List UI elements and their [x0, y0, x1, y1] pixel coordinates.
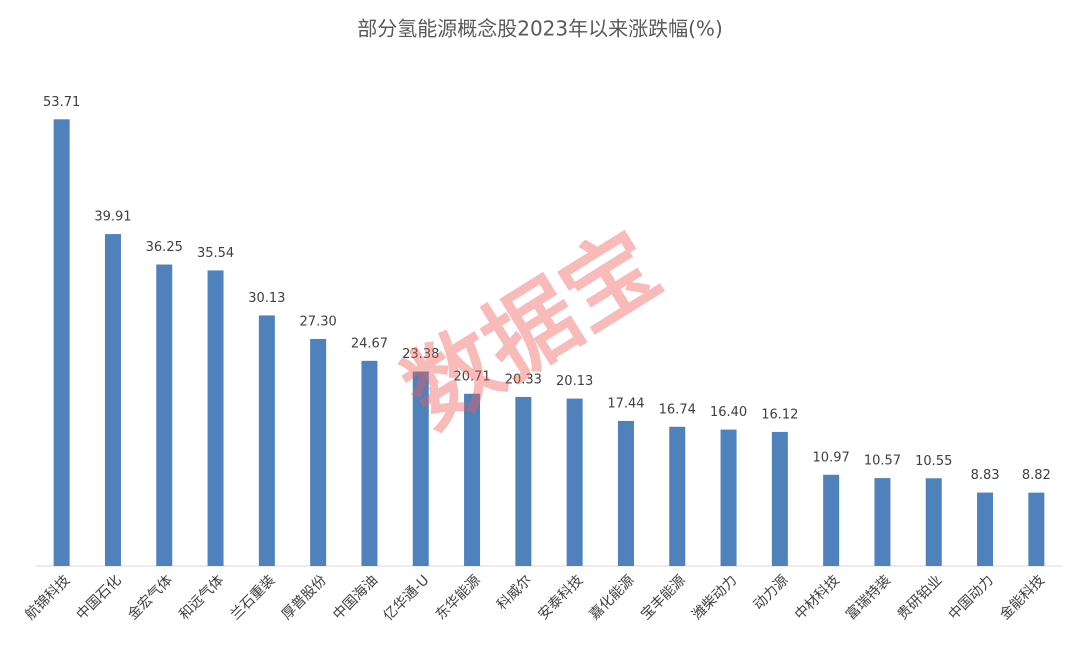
value-label: 36.25 [146, 240, 183, 255]
x-tick-label: 动力源 [750, 572, 791, 613]
bar [1028, 492, 1045, 566]
x-tick-label: 中国石化 [74, 572, 125, 623]
x-tick-label: 金能科技 [997, 572, 1048, 623]
bar [310, 338, 327, 566]
bar [104, 234, 121, 566]
value-label: 20.71 [453, 369, 490, 384]
x-tick-label: 宝丰能源 [638, 572, 689, 623]
value-label: 35.54 [197, 246, 234, 261]
value-label: 10.55 [915, 454, 952, 469]
bar [464, 393, 481, 566]
value-label: 24.67 [351, 336, 388, 351]
chart-title: 部分氢能源概念股2023年以来涨跌幅(%) [357, 17, 723, 41]
bar [53, 119, 70, 567]
x-tick-label: 兰石重装 [228, 572, 279, 623]
bar [515, 396, 532, 566]
x-tick-label: 厚普股份 [279, 572, 330, 623]
bar [874, 478, 891, 566]
x-tick-label: 中材科技 [792, 572, 843, 623]
value-label: 16.40 [710, 405, 747, 420]
value-label: 16.12 [761, 407, 798, 422]
value-label: 20.13 [556, 374, 593, 389]
bar [361, 360, 378, 566]
x-tick-label: 亿华通-U [381, 572, 433, 624]
bar [823, 474, 840, 566]
value-label: 23.38 [402, 347, 439, 362]
x-tick-label: 安泰科技 [535, 572, 586, 623]
bar [412, 371, 429, 566]
value-label: 27.30 [300, 314, 337, 329]
value-label: 30.13 [248, 291, 285, 306]
x-tick-label: 中国海油 [330, 572, 381, 623]
x-tick-label: 东华能源 [433, 572, 484, 623]
x-tick-label: 潍柴动力 [689, 572, 740, 623]
bar [617, 420, 634, 566]
bar [566, 398, 583, 566]
x-tick-label: 贵研铂业 [894, 572, 945, 623]
value-label: 53.71 [43, 95, 80, 110]
value-label: 8.82 [1022, 468, 1051, 483]
value-label: 17.44 [607, 396, 644, 411]
bar [156, 264, 173, 566]
bar [207, 270, 224, 566]
value-label: 20.33 [505, 372, 542, 387]
x-tick-label: 嘉化能源 [587, 572, 638, 623]
bar [977, 492, 994, 566]
bar [771, 431, 788, 566]
bar [258, 315, 275, 566]
x-tick-label: 金宏气体 [125, 572, 176, 623]
value-label: 16.74 [659, 402, 696, 417]
value-label: 10.97 [813, 450, 850, 465]
x-tick-label: 科威尔 [494, 572, 535, 613]
bar [669, 426, 686, 566]
x-tick-label: 航锦科技 [22, 572, 74, 624]
x-tick-label: 富瑞特装 [842, 572, 894, 624]
watermark: 数据宝 [386, 211, 677, 448]
value-label: 8.83 [971, 468, 1000, 483]
value-label: 10.57 [864, 454, 901, 469]
bar [720, 429, 737, 566]
x-tick-label: 中国动力 [946, 572, 997, 623]
bar [925, 478, 942, 566]
x-tick-label: 和远气体 [176, 572, 227, 623]
value-label: 39.91 [94, 210, 131, 225]
